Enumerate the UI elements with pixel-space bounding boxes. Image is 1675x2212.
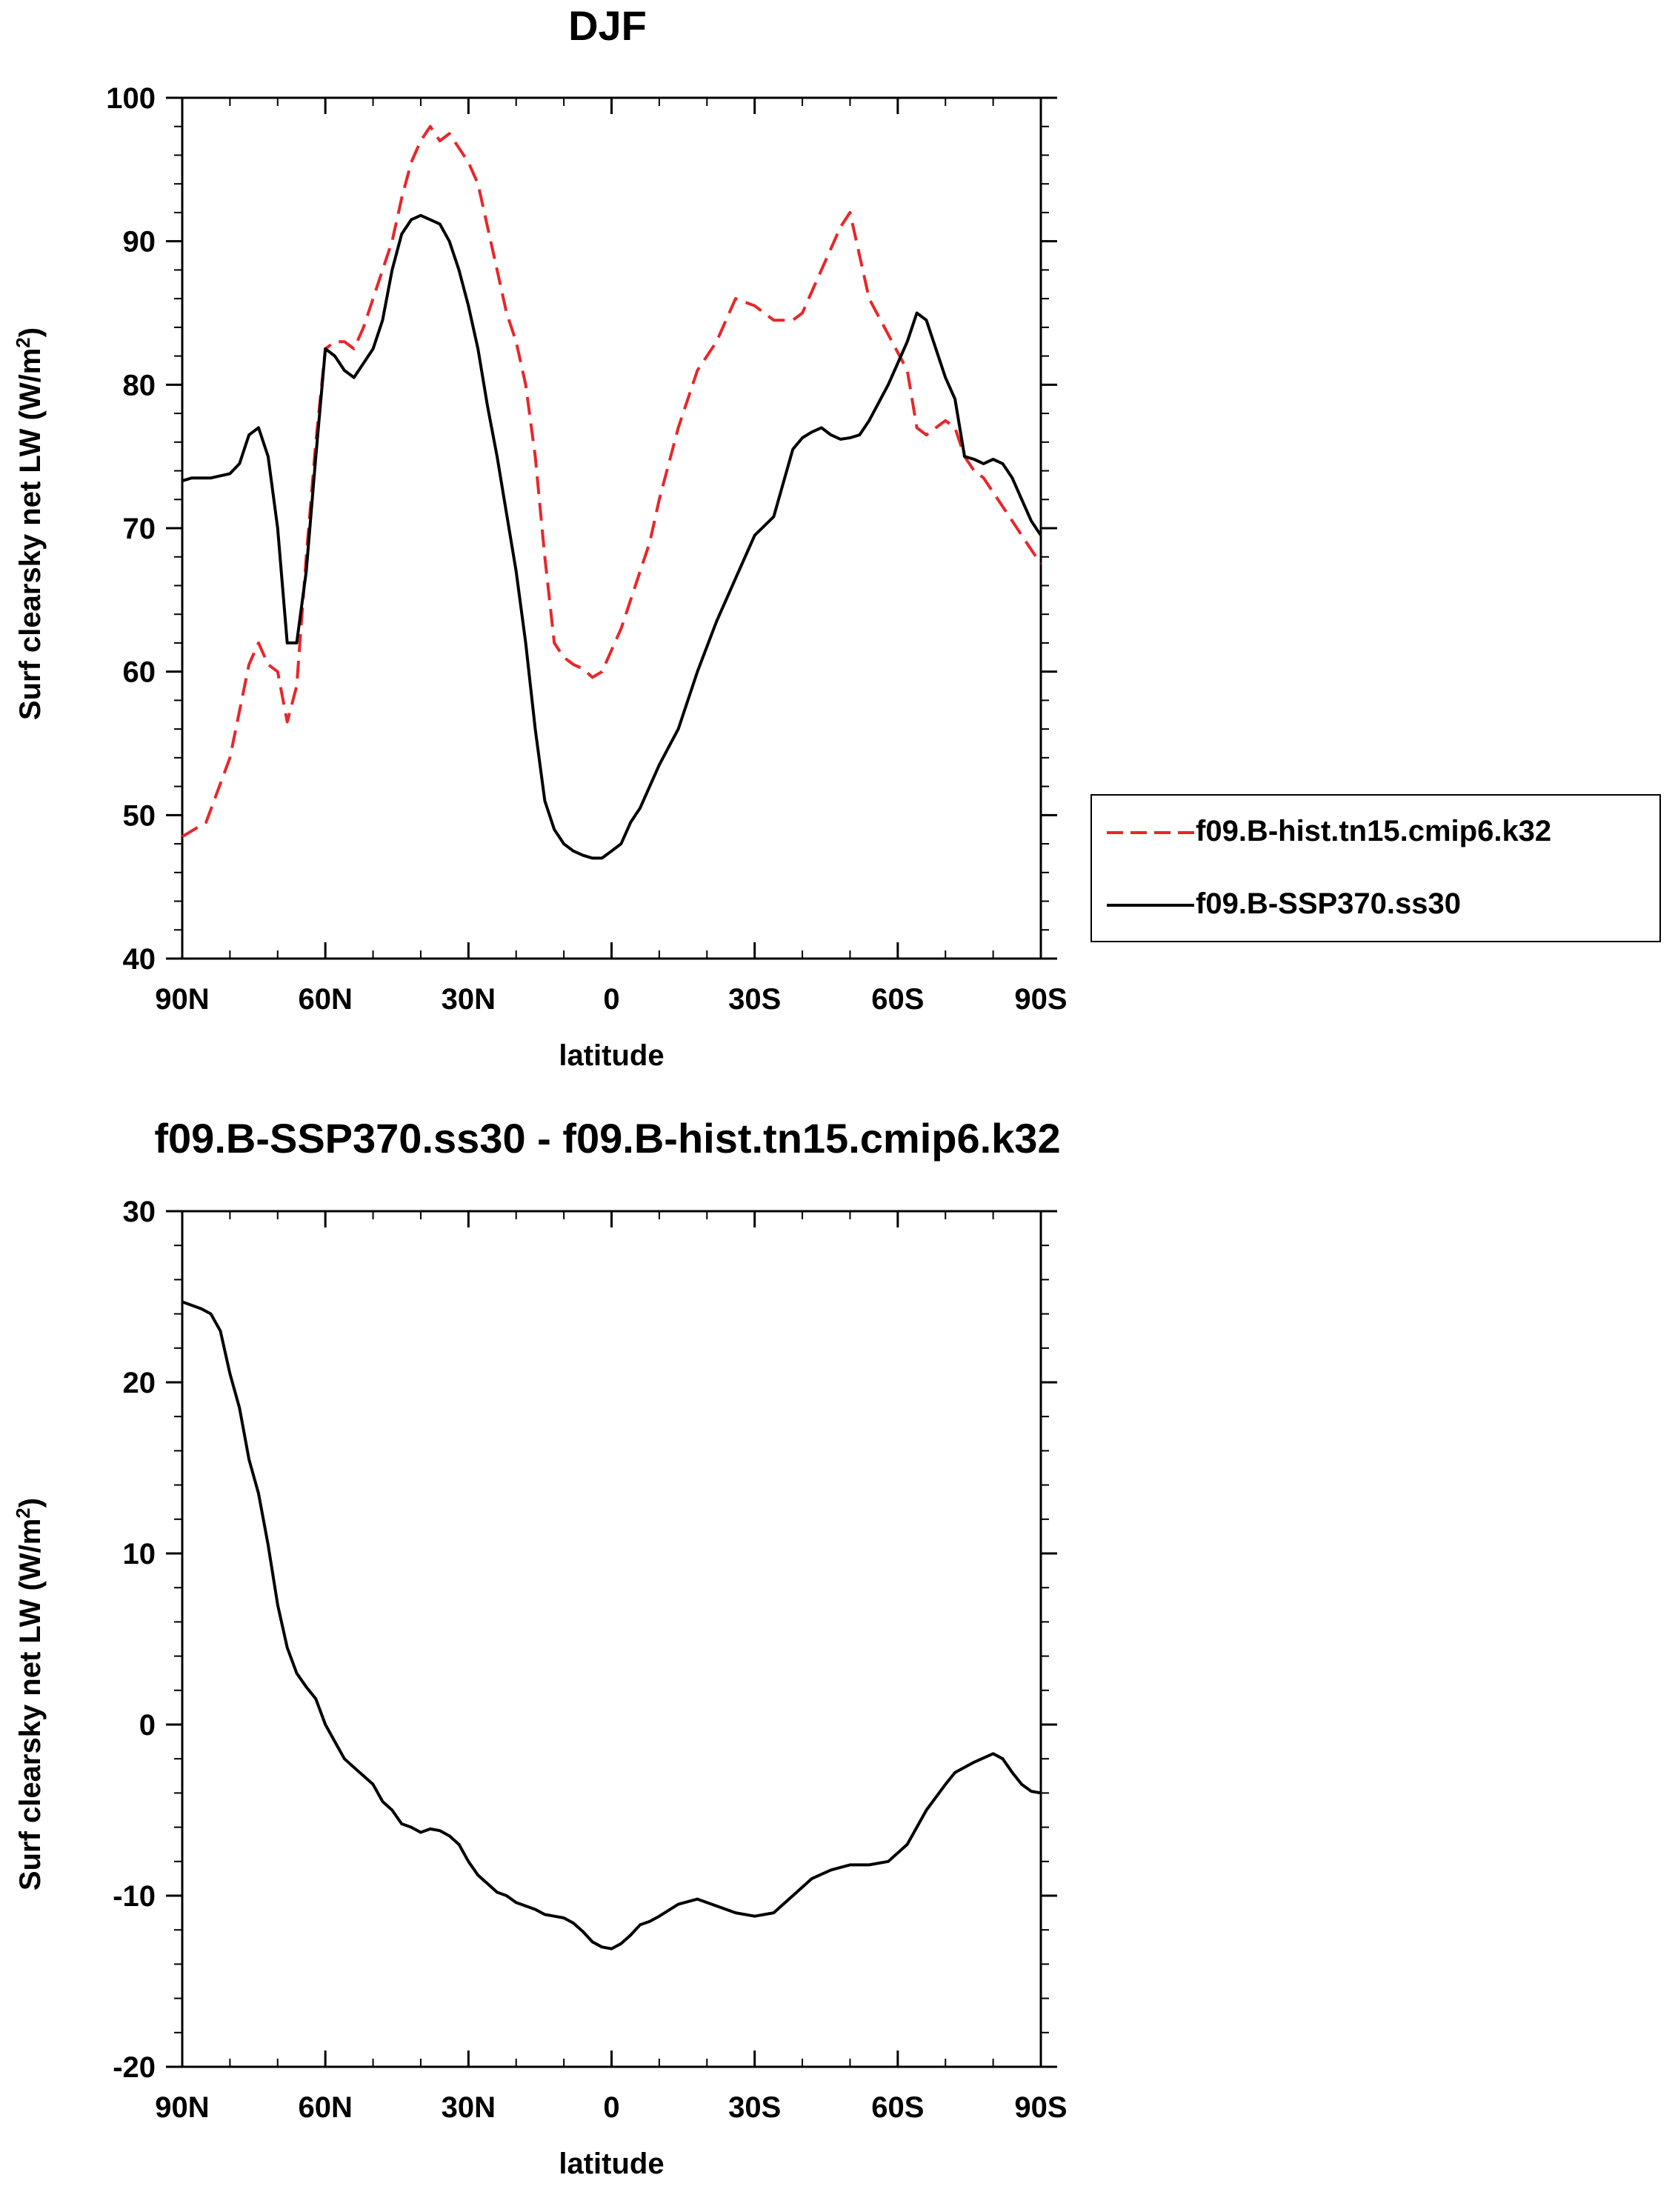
x-tick-label: 0 <box>603 983 619 1016</box>
y-tick-label: 80 <box>123 369 156 402</box>
series-line-difference <box>182 1300 1042 1951</box>
y-tick-label: 20 <box>123 1367 156 1399</box>
x-tick-label: 30S <box>728 2091 781 2124</box>
y-tick-label: 30 <box>123 1196 156 1228</box>
x-axis-label: latitude <box>559 1039 664 1072</box>
x-tick-label: 0 <box>603 2091 619 2124</box>
x-tick-label: 60S <box>871 2091 924 2124</box>
series-line-f09.B-hist.tn15.cmip6.k32 <box>181 124 1042 839</box>
y-tick-label: 60 <box>123 656 156 689</box>
x-tick-label: 90N <box>155 983 209 1016</box>
chart-1: 90N 60N 30N 0 30S 60S 90S latitude 40 50 60 70 80 90 1… <box>106 82 1067 1072</box>
chart-2: 90N 60N 30N 0 30S 60S 90S latitude -20 -10 0 10 20 30 <box>113 1196 1067 2180</box>
y-tick-label: 50 <box>123 799 156 832</box>
legend-label-ssp370: f09.B-SSP370.ss30 <box>1196 887 1462 920</box>
x-tick-label: 30N <box>442 983 496 1016</box>
y-tick-label: 40 <box>123 943 156 976</box>
plot-frame <box>181 1210 1042 2068</box>
legend-swatch-solid <box>1107 904 1194 907</box>
x-axis-label: latitude <box>559 2148 664 2180</box>
legend-label-hist: f09.B-hist.tn15.cmip6.k32 <box>1196 815 1552 847</box>
y-tick-label: 70 <box>123 513 156 545</box>
x-tick-label: 60N <box>298 983 352 1016</box>
legend-item-ssp370: f09.B-SSP370.ss30 <box>1092 870 1659 941</box>
x-tick-label: 90S <box>1014 2091 1067 2124</box>
y-tick-label: 100 <box>106 82 156 115</box>
x-tick-label: 60S <box>871 983 924 1016</box>
x-tick-label: 60N <box>298 2091 352 2124</box>
chart-title-bottom: f09.B-SSP370.ss30 - f09.B-hist.tn15.cmip… <box>154 1115 1061 1162</box>
legend: f09.B-hist.tn15.cmip6.k32 f09.B-SSP370.s… <box>1090 794 1661 942</box>
legend-item-hist: f09.B-hist.tn15.cmip6.k32 <box>1092 797 1659 868</box>
x-tick-label: 30S <box>728 983 781 1016</box>
y-tick-label: 90 <box>123 226 156 259</box>
y-tick-label: 10 <box>123 1538 156 1570</box>
x-tick-label: 30N <box>442 2091 496 2124</box>
legend-swatch-dashed <box>1107 831 1194 834</box>
chart-title-top: DJF <box>568 2 647 49</box>
x-tick-label: 90S <box>1014 983 1067 1016</box>
series-line-f09.B-SSP370.ss30 <box>182 213 1042 860</box>
y-tick-label: -10 <box>113 1880 156 1913</box>
y-tick-label: 0 <box>139 1709 156 1742</box>
x-tick-label: 90N <box>155 2091 209 2124</box>
y-tick-label: -20 <box>113 2051 156 2084</box>
